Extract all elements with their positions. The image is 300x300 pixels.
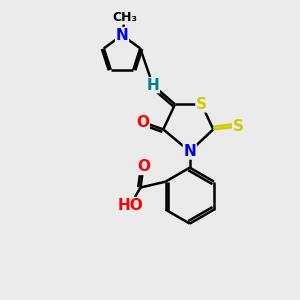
Text: O: O: [136, 115, 149, 130]
Text: N: N: [183, 144, 196, 159]
Text: N: N: [116, 28, 128, 43]
Text: S: S: [196, 97, 207, 112]
Text: O: O: [137, 159, 150, 174]
Text: HO: HO: [117, 198, 143, 213]
Text: S: S: [233, 119, 244, 134]
Text: H: H: [147, 78, 159, 93]
Text: CH₃: CH₃: [112, 11, 137, 24]
